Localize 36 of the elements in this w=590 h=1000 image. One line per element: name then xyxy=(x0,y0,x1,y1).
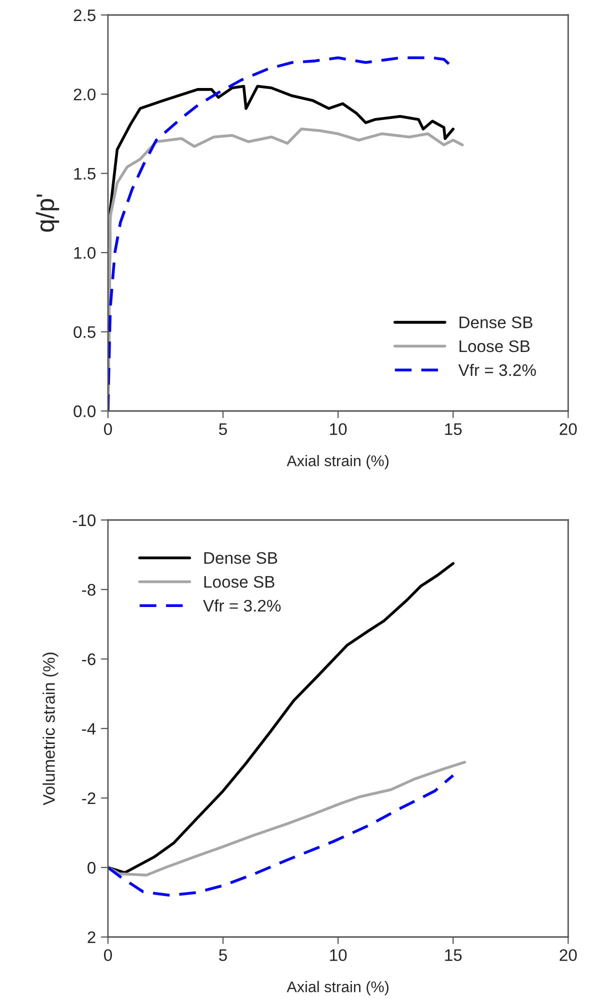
y-tick-label: -6 xyxy=(82,653,96,666)
y-tick-label: 0.5 xyxy=(74,326,96,338)
y-tick-label: 0 xyxy=(88,862,96,874)
line-series xyxy=(108,774,455,897)
y-tick-label: -10 xyxy=(72,514,96,526)
x-tick-label: 10 xyxy=(330,423,347,436)
x-tick-label: 5 xyxy=(219,423,227,436)
y-tick-label: 2.5 xyxy=(74,9,96,22)
line-series xyxy=(108,562,455,874)
legend-label: Loose SB xyxy=(460,340,530,352)
y-tick-label: -2 xyxy=(82,792,96,804)
x-axis-title: Axial strain (%) xyxy=(286,455,388,470)
y-tick-label: 0.0 xyxy=(74,405,96,418)
x-tick-label: 0 xyxy=(104,423,112,436)
legend-label: Loose SB xyxy=(204,576,274,588)
x-tick-label: 20 xyxy=(560,949,577,962)
y-axis-title: Volumetric strain (%) xyxy=(42,652,58,806)
y-tick-label: 2 xyxy=(88,931,96,944)
legend-label: Dense SB xyxy=(204,552,278,564)
legend-label: Vfr = 3.2% xyxy=(203,599,281,612)
legend-label: Vfr = 3.2% xyxy=(458,364,536,376)
x-tick-label: 5 xyxy=(219,949,227,962)
x-tick-label: 20 xyxy=(560,423,577,436)
y-tick-label: -4 xyxy=(82,723,96,735)
x-tick-label: 15 xyxy=(445,423,462,436)
y-tick-label: -8 xyxy=(82,584,96,596)
y-tick-label: 1.0 xyxy=(74,247,96,259)
x-tick-label: 0 xyxy=(104,949,112,962)
legend-label: Dense SB xyxy=(460,316,532,328)
y-axis-title: q/p' xyxy=(36,194,60,232)
y-tick-label: 1.5 xyxy=(74,168,96,180)
x-axis-title: Axial strain (%) xyxy=(286,981,388,996)
y-tick-label: 2.0 xyxy=(74,88,96,100)
x-tick-label: 10 xyxy=(330,949,347,962)
x-tick-label: 15 xyxy=(445,949,462,962)
line-series xyxy=(108,760,466,877)
